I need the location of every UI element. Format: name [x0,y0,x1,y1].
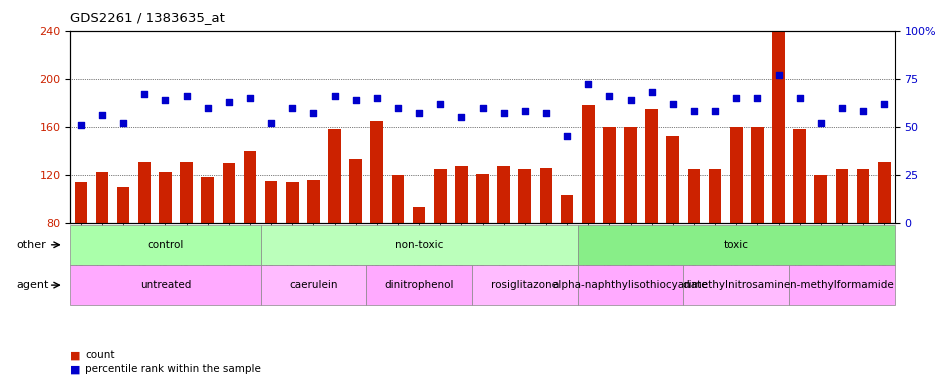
Point [263,120,278,126]
Bar [665,136,679,319]
Text: rosiglitazone: rosiglitazone [490,280,558,290]
Text: count: count [85,350,114,360]
Bar [751,127,763,319]
Bar [349,159,361,319]
Bar [328,129,341,319]
Point [305,110,320,116]
Point [855,108,870,114]
Point [770,72,785,78]
Point [517,108,532,114]
Point [242,95,257,101]
Bar [645,109,657,319]
Point [73,122,88,128]
Text: non-toxic: non-toxic [394,240,443,250]
Point [707,108,722,114]
Point [137,91,152,97]
Bar [307,180,319,319]
Bar [138,162,151,319]
Bar [708,169,721,319]
Bar [560,195,573,319]
Bar [539,167,551,319]
Text: other: other [17,240,47,250]
Point [221,99,236,105]
Bar [222,163,235,319]
Text: GDS2261 / 1383635_at: GDS2261 / 1383635_at [70,12,225,25]
Point [179,93,194,99]
Text: n-methylformamide: n-methylformamide [789,280,893,290]
Bar [265,181,277,319]
Bar [75,182,87,319]
Bar [877,162,889,319]
Point [327,93,342,99]
Point [538,110,553,116]
Point [200,104,215,111]
Point [876,101,891,107]
Text: untreated: untreated [139,280,191,290]
Bar [813,175,826,319]
Bar [433,169,446,319]
Bar [243,151,256,319]
Bar [497,166,509,319]
Bar [603,127,615,319]
Bar [771,31,784,319]
Bar [581,105,594,319]
Text: dinitrophenol: dinitrophenol [384,280,453,290]
Point [728,95,743,101]
Bar [729,127,742,319]
Text: toxic: toxic [723,240,748,250]
Bar [687,169,699,319]
Point [453,114,468,120]
Bar [475,174,489,319]
Point [432,101,447,107]
Text: ■: ■ [70,364,80,374]
Point [686,108,701,114]
Bar [518,169,531,319]
Bar [180,162,193,319]
Text: caerulein: caerulein [289,280,337,290]
Bar [455,166,467,319]
Point [749,95,764,101]
Bar [201,177,213,319]
Text: control: control [147,240,183,250]
Bar [413,207,425,319]
Point [411,110,426,116]
Point [812,120,827,126]
Bar [391,175,404,319]
Text: dimethylnitrosamine: dimethylnitrosamine [681,280,790,290]
Point [644,89,659,95]
Point [158,97,173,103]
Bar [835,169,847,319]
Point [834,104,849,111]
Point [601,93,616,99]
Point [559,133,574,139]
Bar [370,121,383,319]
Point [348,97,363,103]
Point [580,81,595,88]
Bar [793,129,805,319]
Bar [95,172,109,319]
Point [475,104,490,111]
Bar [117,187,129,319]
Point [285,104,300,111]
Point [369,95,384,101]
Point [665,101,680,107]
Bar [623,127,636,319]
Point [622,97,637,103]
Bar [285,182,299,319]
Point [791,95,806,101]
Text: agent: agent [17,280,50,290]
Text: ■: ■ [70,350,80,360]
Point [496,110,511,116]
Text: alpha-naphthylisothiocyanate: alpha-naphthylisothiocyanate [552,280,708,290]
Point [115,120,130,126]
Bar [856,169,869,319]
Point [390,104,405,111]
Point [95,112,110,118]
Text: percentile rank within the sample: percentile rank within the sample [85,364,261,374]
Bar [159,172,171,319]
